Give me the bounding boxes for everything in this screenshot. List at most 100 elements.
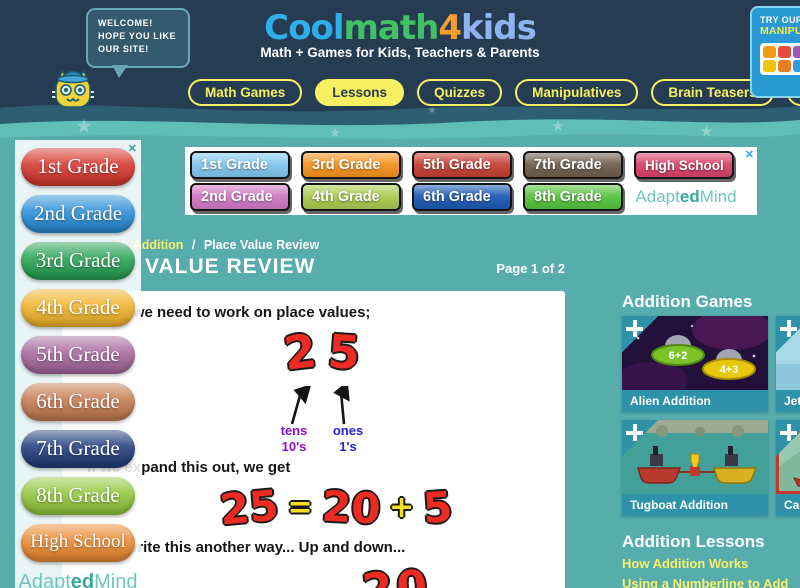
brand-part: Mind (94, 571, 138, 588)
equals-sign: = (287, 490, 313, 525)
tens-word: tens (280, 423, 308, 438)
breadcrumb-current: Place Value Review (203, 238, 320, 252)
ones-label: ones 1's (324, 423, 372, 455)
lesson-paragraph-1: First, we need to work on place values; (92, 304, 371, 321)
site-tagline: Math + Games for Kids, Teachers & Parent… (260, 45, 540, 60)
banner-grade-row-2: 2nd Grade 4th Grade 6th Grade 8th Grade … (190, 183, 738, 211)
banner-grade-button[interactable]: 3rd Grade (301, 151, 401, 179)
star-decoration (330, 128, 340, 138)
side-grade-button[interactable]: 2nd Grade (21, 195, 135, 233)
side-grade-button[interactable]: 5th Grade (21, 336, 135, 374)
banner-grade-button[interactable]: High School (634, 151, 734, 179)
plus-sign: + (389, 490, 415, 525)
tens-label: tens 10's (270, 423, 318, 455)
equation-number: 5 (421, 482, 455, 533)
adaptedmind-logo[interactable]: AdaptedMind (15, 571, 141, 588)
addition-games-heading: Addition Games (622, 292, 753, 311)
plus-icon (780, 320, 797, 337)
plus-corner (776, 316, 800, 352)
logo-part: Cool (264, 8, 344, 48)
expanded-equation: 25 = 20 + 5 (217, 480, 455, 535)
banner-close-icon[interactable]: ✕ (744, 149, 754, 161)
link-how-addition-works[interactable]: How Addition Works (622, 556, 749, 571)
banner-grade-button[interactable]: 5th Grade (412, 151, 512, 179)
plus-icon (626, 320, 643, 337)
adaptedmind-logo[interactable]: AdaptedMind (634, 183, 738, 211)
logo-part: kids (461, 8, 537, 48)
plus-icon (626, 424, 643, 441)
jet-ski-addition-thumbnail (776, 316, 800, 390)
partial-number-20: 20 (360, 561, 433, 588)
plus-corner (776, 420, 800, 456)
logo-part: 4 (438, 8, 462, 48)
main-nav: Math Games Lessons Quizzes Manipulatives… (188, 79, 800, 106)
ones-word: ones (332, 423, 364, 438)
banner-grade-button[interactable]: 4th Grade (301, 183, 401, 211)
promo-icons-grid (760, 43, 800, 75)
alien-addition-thumbnail: 6+2 4+3 (622, 316, 768, 390)
banner-grade-button[interactable]: 1st Grade (190, 151, 290, 179)
banner-grade-button[interactable]: 7th Grade (523, 151, 623, 179)
brand-part: Adapt (635, 187, 680, 206)
welcome-speech-bubble: WELCOME! HOPE YOU LIKE OUR SITE! (86, 8, 190, 78)
welcome-text-line: WELCOME! (98, 18, 153, 28)
side-ad-close-icon[interactable]: ✕ (127, 143, 137, 155)
equation-number: 20 (320, 481, 382, 534)
game-card-tugboat-addition[interactable]: Tugboat Addition (622, 420, 768, 516)
manipulatives-promo-banner[interactable]: TRY OUR MANIPULATIVES (750, 6, 800, 98)
nav-math-games[interactable]: Math Games (188, 79, 303, 106)
brand-part: Mind (699, 187, 737, 206)
side-grade-button[interactable]: 7th Grade (21, 430, 135, 468)
digit-tens: 2 (280, 323, 320, 381)
ones-value: 1's (339, 439, 357, 454)
lesson-paragraph-3: Let's write this another way... Up and d… (87, 539, 406, 556)
logo-part: math (343, 8, 439, 48)
nav-quizzes[interactable]: Quizzes (417, 79, 503, 106)
side-grade-button[interactable]: 3rd Grade (21, 242, 135, 280)
nav-manipulatives[interactable]: Manipulatives (515, 79, 639, 106)
tugboat-addition-thumbnail (622, 420, 768, 494)
big-number-25: 2 5 (280, 323, 362, 381)
wave-decoration (0, 105, 800, 146)
adaptedmind-side-ad: ✕ 1st Grade 2nd Grade 3rd Grade 4th Grad… (15, 140, 141, 588)
side-grade-button[interactable]: 4th Grade (21, 289, 135, 327)
game-title: Canoe Puppies (776, 494, 800, 516)
equation-number: 25 (217, 480, 281, 535)
game-card-jet-ski-addition[interactable]: Jet Ski Addition (776, 316, 800, 412)
banner-grade-button[interactable]: 6th Grade (412, 183, 512, 211)
banner-grade-button[interactable]: 8th Grade (523, 183, 623, 211)
banner-grade-button[interactable]: 2nd Grade (190, 183, 290, 211)
page-indicator: Page 1 of 2 (496, 261, 565, 276)
welcome-text-line: HOPE YOU LIKE (98, 31, 177, 41)
plus-icon (780, 424, 797, 441)
game-title: Alien Addition (622, 390, 768, 412)
breadcrumb-addition[interactable]: Addition (132, 238, 184, 252)
ufo-problem-label: 6+2 (669, 350, 688, 362)
game-card-canoe-puppies[interactable]: Canoe Puppies (776, 420, 800, 516)
side-grade-button[interactable]: 1st Grade (21, 148, 135, 186)
side-grade-button[interactable]: 8th Grade (21, 477, 135, 515)
tens-value: 10's (281, 439, 307, 454)
addition-lessons-heading: Addition Lessons (622, 532, 765, 551)
star-decoration (700, 125, 713, 137)
side-grade-button[interactable]: 6th Grade (21, 383, 135, 421)
game-card-alien-addition[interactable]: 6+2 4+3 Alien Addition (622, 316, 768, 412)
nav-lessons[interactable]: Lessons (315, 79, 405, 106)
ufo-problem-label: 4+3 (720, 364, 739, 376)
digit-ones: 5 (326, 323, 362, 381)
link-numberline-to-add[interactable]: Using a Numberline to Add (622, 576, 789, 588)
site-logo[interactable]: Coolmath4kids (0, 8, 800, 48)
promo-text: TRY OUR (760, 15, 800, 25)
place-value-arrows (290, 386, 350, 425)
game-title: Tugboat Addition (622, 494, 768, 516)
banner-grade-row-1: 1st Grade 3rd Grade 5th Grade 7th Grade … (190, 151, 734, 179)
brand-part: Adapt (18, 571, 71, 588)
side-grade-button[interactable]: High School (21, 524, 135, 562)
cat-mascot-icon (52, 69, 94, 108)
game-title: Jet Ski Addition (776, 390, 800, 412)
promo-text: MANIPULATIVES (760, 25, 800, 37)
canoe-puppies-thumbnail (776, 420, 800, 494)
brand-part: ed (70, 571, 95, 588)
plus-corner (622, 316, 658, 352)
